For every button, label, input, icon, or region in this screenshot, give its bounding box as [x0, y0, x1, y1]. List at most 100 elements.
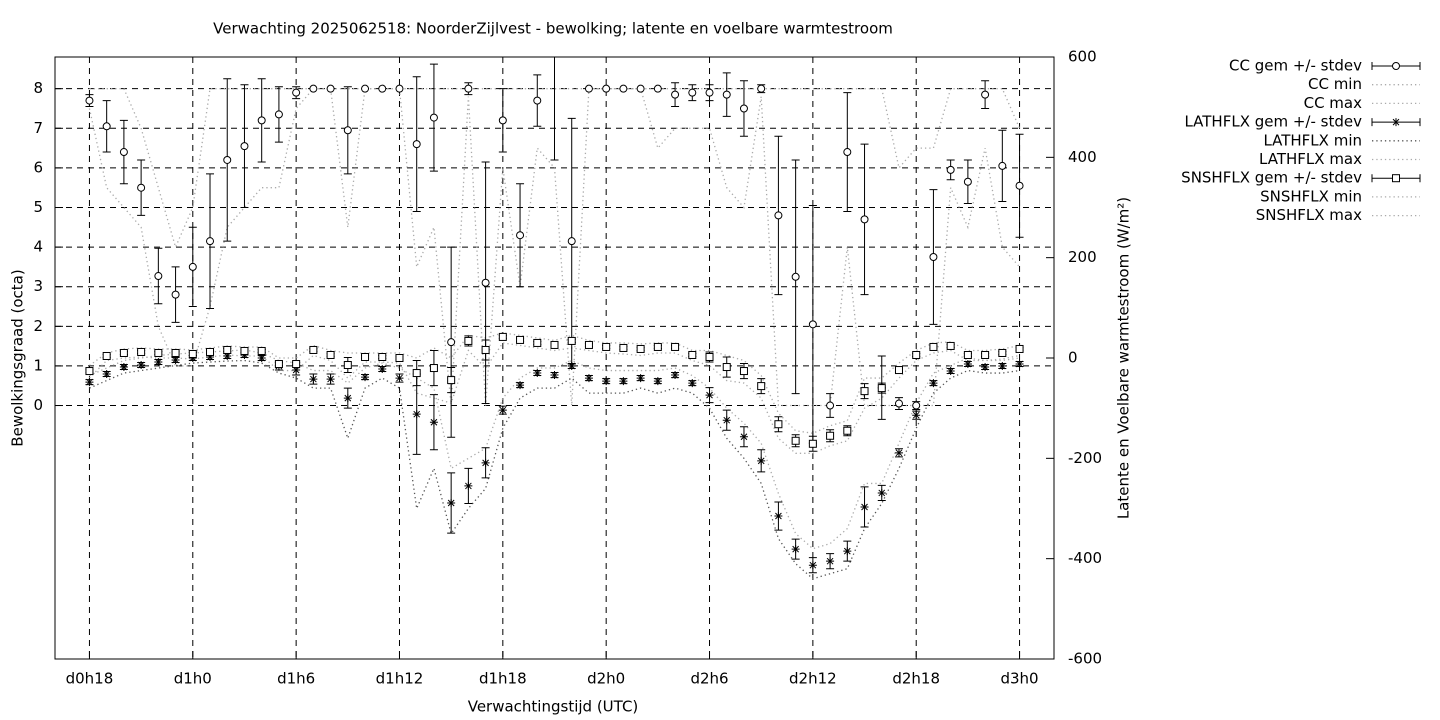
marker — [102, 122, 111, 131]
marker — [826, 431, 835, 440]
marker — [240, 350, 249, 359]
marker — [447, 376, 456, 385]
marker — [963, 360, 972, 369]
x-tick-label: d2h18 — [892, 670, 940, 688]
marker — [705, 88, 714, 97]
marker — [326, 84, 335, 93]
marker — [791, 272, 800, 281]
legend-label: CC min — [1308, 75, 1362, 93]
marker — [636, 374, 645, 383]
marker — [843, 547, 852, 556]
marker — [533, 369, 542, 378]
marker — [206, 347, 215, 356]
range-line — [89, 332, 1020, 434]
marker — [636, 344, 645, 353]
y-tick-label: 3 — [33, 277, 43, 295]
marker — [119, 148, 128, 157]
marker — [326, 350, 335, 359]
marker — [553, 57, 556, 58]
marker — [843, 148, 852, 157]
marker — [705, 352, 714, 361]
marker — [860, 387, 869, 396]
marker — [498, 116, 507, 125]
y-tick-label: 8 — [33, 79, 43, 97]
x-tick-label: d3h0 — [1000, 670, 1038, 688]
marker — [119, 363, 128, 372]
marker — [481, 458, 490, 467]
marker — [877, 488, 886, 497]
marker — [671, 342, 680, 351]
y2-tick-label: -400 — [1068, 549, 1102, 567]
marker — [653, 342, 662, 351]
marker — [447, 338, 456, 347]
marker — [808, 561, 817, 570]
marker — [240, 142, 249, 151]
legend-label: LATHFLX max — [1259, 150, 1362, 168]
y-tick-label: 0 — [33, 396, 43, 414]
marker — [516, 381, 525, 390]
marker — [791, 436, 800, 445]
x-tick-label: d1h6 — [277, 670, 315, 688]
marker — [619, 343, 628, 352]
marker — [688, 88, 697, 97]
marker — [860, 215, 869, 224]
marker — [774, 420, 783, 429]
marker — [257, 346, 266, 355]
plot-area — [85, 57, 1024, 580]
marker — [429, 364, 438, 373]
marker — [464, 84, 473, 93]
y-tick-label: 7 — [33, 119, 43, 137]
marker — [877, 384, 886, 393]
marker — [722, 90, 731, 99]
marker — [998, 161, 1007, 170]
marker — [412, 410, 421, 419]
marker — [188, 262, 197, 271]
marker — [619, 377, 628, 386]
marker — [378, 84, 387, 93]
marker — [739, 104, 748, 113]
legend-label: LATHFLX min — [1263, 131, 1362, 149]
marker — [981, 350, 990, 359]
marker — [533, 96, 542, 105]
marker — [722, 416, 731, 425]
marker — [447, 498, 456, 507]
marker — [533, 338, 542, 347]
marker — [550, 371, 559, 380]
marker — [912, 350, 921, 359]
marker — [240, 346, 249, 355]
marker — [757, 456, 766, 465]
marker — [206, 237, 215, 246]
marker — [1015, 344, 1024, 353]
marker — [498, 406, 507, 415]
legend-label: CC max — [1304, 94, 1363, 112]
marker — [361, 373, 370, 382]
marker — [257, 354, 266, 362]
marker — [257, 116, 266, 125]
marker — [567, 237, 576, 246]
marker — [998, 362, 1007, 371]
marker — [412, 369, 421, 378]
marker — [774, 211, 783, 220]
marker — [171, 348, 180, 357]
marker — [946, 341, 955, 350]
marker — [1015, 360, 1024, 369]
marker — [274, 110, 283, 119]
marker — [636, 84, 645, 93]
x-tick-label: d1h0 — [174, 670, 212, 688]
marker — [154, 348, 163, 357]
marker — [498, 332, 507, 341]
marker — [361, 352, 370, 361]
marker — [774, 512, 783, 521]
marker — [481, 345, 490, 354]
marker — [412, 140, 421, 149]
marker — [653, 377, 662, 386]
marker — [894, 448, 903, 457]
y2-tick-label: -600 — [1068, 650, 1102, 668]
marker — [154, 358, 163, 367]
marker — [85, 96, 94, 105]
marker — [137, 361, 146, 370]
marker — [429, 418, 438, 427]
y-tick-label: 5 — [33, 198, 43, 216]
marker — [843, 426, 852, 435]
error-bar — [550, 57, 559, 161]
